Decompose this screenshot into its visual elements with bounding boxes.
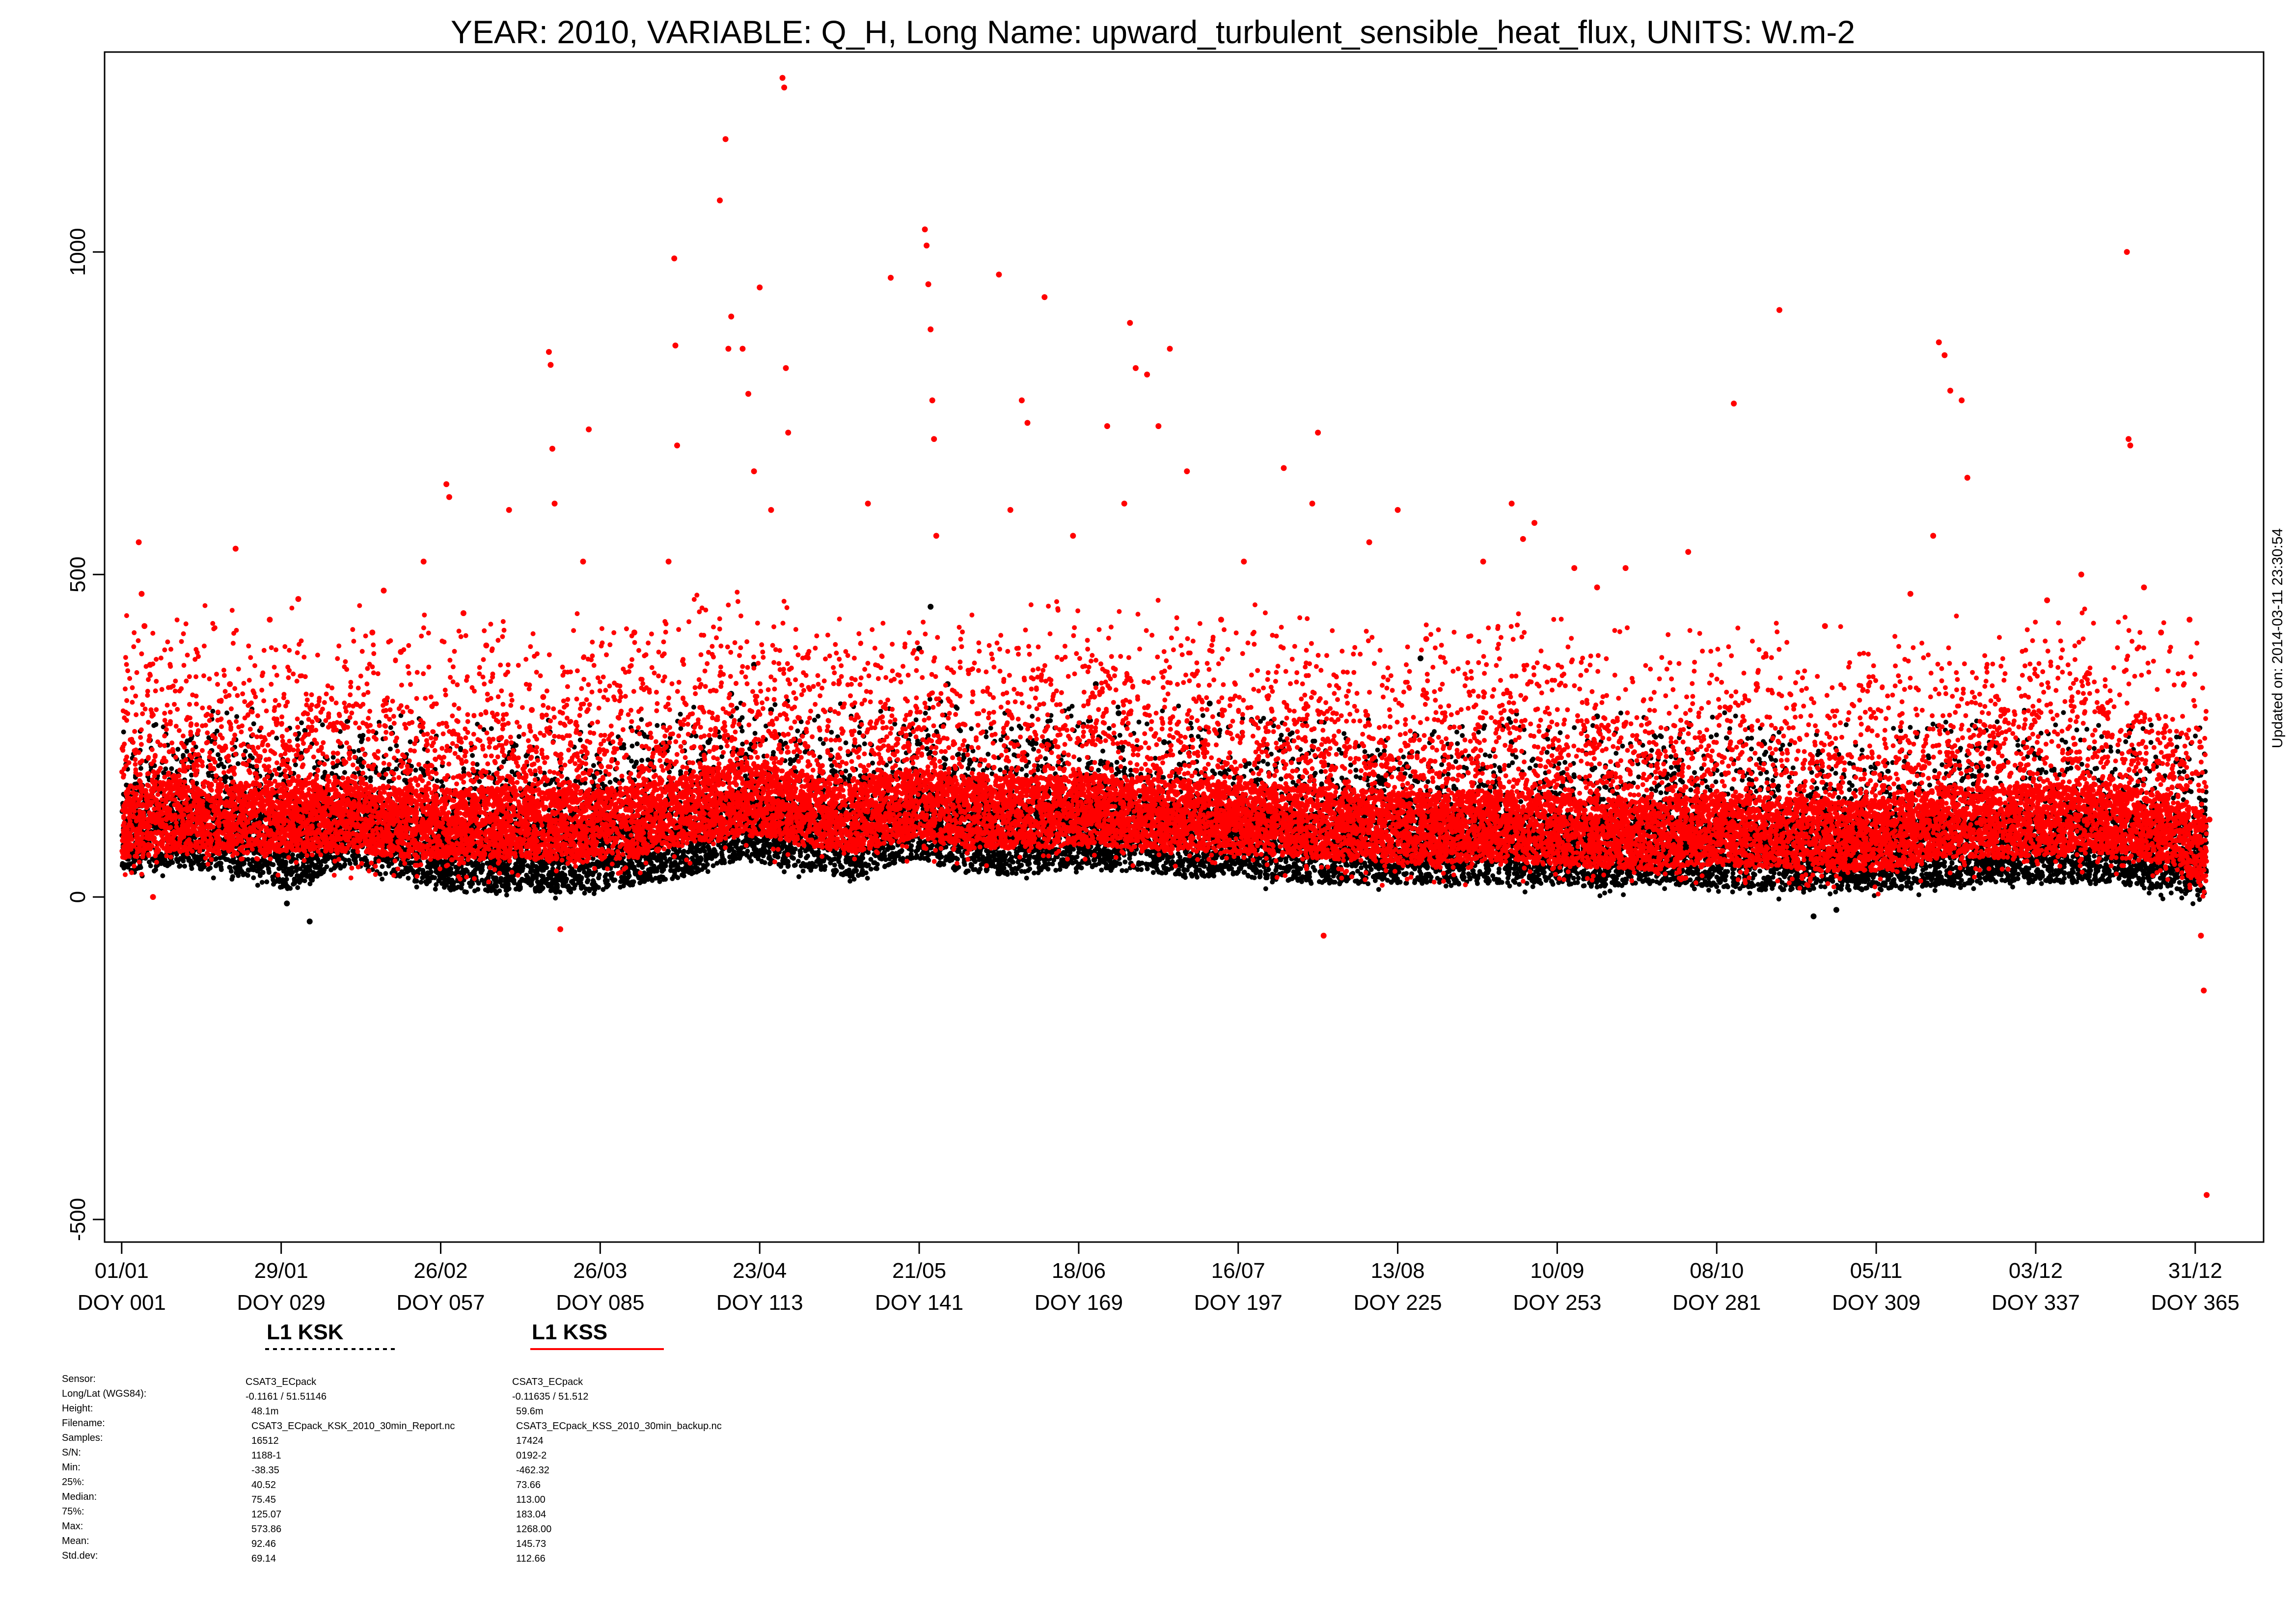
data-point [1376, 887, 1381, 892]
data-point [299, 720, 304, 726]
scatter-layer [119, 75, 2213, 1198]
data-point [2181, 769, 2187, 774]
data-point [2061, 710, 2066, 715]
data-point [2123, 739, 2129, 744]
data-point [1912, 782, 1917, 787]
data-point [255, 883, 260, 888]
data-point [865, 875, 870, 881]
data-point [1597, 893, 1603, 898]
data-point [591, 763, 596, 768]
data-point [1833, 889, 1838, 894]
data-point [553, 895, 558, 901]
data-point [475, 887, 481, 892]
data-point [1043, 756, 1048, 761]
data-point [1908, 725, 1913, 730]
data-point [1558, 730, 1563, 735]
data-point [1506, 716, 1511, 721]
data-point [1649, 748, 1654, 753]
data-point [1030, 714, 1035, 719]
data-point [320, 722, 325, 728]
data-point [1776, 896, 1781, 902]
data-point [293, 762, 298, 767]
data-point [812, 717, 817, 723]
data-point [1602, 891, 1607, 895]
data-point [138, 766, 143, 771]
data-point [965, 766, 971, 771]
data-point [1986, 757, 1992, 762]
data-point [276, 766, 282, 771]
data-point [557, 890, 563, 894]
data-point [1425, 779, 1430, 785]
data-point [1971, 886, 1976, 892]
data-point [2084, 727, 2090, 732]
data-point [418, 880, 424, 885]
data-point [259, 880, 265, 885]
data-point [1460, 733, 1465, 738]
data-point [739, 729, 745, 733]
data-point [1518, 799, 1524, 804]
data-point [1181, 867, 1186, 873]
data-point [2074, 727, 2079, 732]
data-point [832, 863, 837, 867]
data-point [1747, 891, 1752, 896]
plot-frame [104, 51, 2265, 1243]
data-point [1136, 719, 1142, 725]
data-point [388, 725, 393, 730]
data-point [772, 702, 778, 707]
data-point [816, 714, 821, 719]
data-point [412, 879, 417, 884]
data-point [1496, 870, 1502, 875]
data-point [998, 767, 1003, 773]
data-point [958, 728, 963, 733]
data-point [1722, 710, 1727, 715]
data-point [1240, 716, 1245, 721]
data-point [629, 758, 634, 764]
data-point [603, 872, 609, 877]
data-point [1620, 743, 1625, 749]
data-point [1454, 730, 1459, 735]
data-point [984, 734, 989, 739]
data-point [1096, 767, 1101, 773]
data-point [1375, 747, 1380, 753]
data-point [1658, 790, 1664, 795]
data-point [1927, 783, 1932, 788]
data-point [1533, 763, 1538, 768]
data-point [1916, 892, 1921, 897]
data-point [1257, 855, 1263, 861]
data-point [820, 741, 826, 746]
data-point [434, 882, 439, 887]
data-point [1995, 719, 2000, 725]
data-point [2193, 733, 2198, 739]
data-point [691, 704, 696, 710]
data-point [1189, 873, 1195, 879]
data-point [121, 730, 126, 734]
chart-title: YEAR: 2010, VARIABLE: Q_H, Long Name: up… [451, 14, 1855, 50]
data-point [1872, 893, 1877, 898]
data-point [1122, 859, 1128, 865]
data-point [1359, 865, 1364, 870]
data-point [1139, 867, 1144, 872]
data-point [1531, 757, 1536, 762]
data-point [1828, 891, 1833, 896]
data-point [639, 758, 645, 763]
data-point [383, 871, 388, 876]
